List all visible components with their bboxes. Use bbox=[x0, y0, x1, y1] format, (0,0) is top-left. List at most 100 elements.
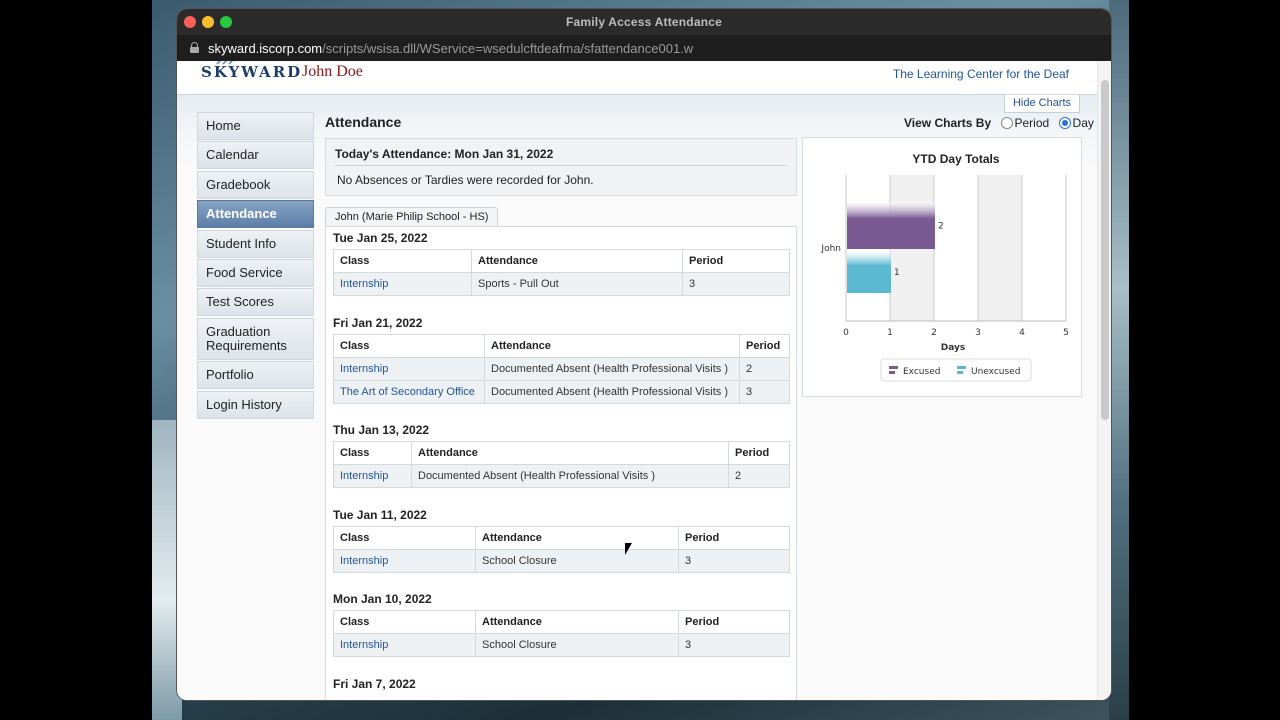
day-date: Tue Jan 25, 2022 bbox=[333, 231, 428, 245]
col-header-class: Class bbox=[333, 526, 476, 550]
view-charts-selector: View Charts By Period Day bbox=[904, 116, 1094, 130]
view-charts-label: View Charts By bbox=[904, 116, 992, 130]
sidebar-item-portfolio[interactable]: Portfolio bbox=[197, 361, 314, 390]
sidebar-item-home[interactable]: Home bbox=[197, 112, 314, 140]
ytd-day-totals-chart: YTD Day Totals 0 1 2 3 4 5 Days John 2 1 Excused Une… bbox=[820, 152, 1069, 382]
student-tab[interactable]: John (Marie Philip School - HS) bbox=[325, 207, 499, 227]
period-cell: 3 bbox=[678, 633, 790, 657]
sidebar-item-gradebook[interactable]: Gradebook bbox=[197, 170, 314, 199]
class-link[interactable]: Internship bbox=[333, 549, 476, 573]
day-date: Thu Jan 13, 2022 bbox=[333, 423, 430, 437]
day-radio-label[interactable]: Day bbox=[1072, 116, 1094, 130]
col-header-period: Period bbox=[678, 610, 790, 634]
chart-band bbox=[978, 175, 1022, 321]
attendance-records: Tue Jan 25, 2022 Class Attendance Period… bbox=[325, 226, 797, 700]
attendance-cell: Documented Absent (Health Professional V… bbox=[484, 380, 740, 404]
period-radio-label[interactable]: Period bbox=[1014, 116, 1050, 130]
chart-title: YTD Day Totals bbox=[912, 152, 999, 166]
period-cell: 3 bbox=[739, 380, 790, 404]
chart-legend-swatch bbox=[957, 366, 966, 369]
sidebar-item-attendance[interactable]: Attendance bbox=[197, 200, 314, 229]
address-bar[interactable]: skyward.iscorp.com/scripts/wsisa.dll/WSe… bbox=[177, 35, 1111, 61]
scrollbar-thumb[interactable] bbox=[1101, 80, 1109, 420]
chart-x-tick-label: 0 bbox=[843, 328, 849, 338]
todays-attendance-title: Today's Attendance: Mon Jan 31, 2022 bbox=[335, 147, 554, 161]
chart-x-tick-label: 2 bbox=[931, 328, 937, 338]
url-text[interactable]: skyward.iscorp.com/scripts/wsisa.dll/WSe… bbox=[208, 41, 694, 56]
col-header-class: Class bbox=[333, 610, 476, 634]
sidebar-nav: Home Calendar Gradebook Attendance Stude… bbox=[197, 112, 314, 420]
day-date: Mon Jan 10, 2022 bbox=[333, 592, 432, 606]
page-scrollbar[interactable] bbox=[1097, 61, 1111, 700]
class-link[interactable]: Internship bbox=[333, 633, 476, 657]
day-date: Fri Jan 21, 2022 bbox=[333, 316, 423, 330]
col-header-attendance: Attendance bbox=[471, 249, 683, 273]
attendance-table: Class Attendance Period Internship Schoo… bbox=[333, 526, 790, 573]
ytd-chart-panel: YTD Day Totals 0 1 2 3 4 5 Days John 2 1 Excused Une… bbox=[802, 137, 1082, 397]
day-radio[interactable] bbox=[1058, 117, 1071, 129]
chart-data-label: 1 bbox=[894, 268, 900, 278]
col-header-class: Class bbox=[333, 249, 472, 273]
class-link[interactable]: The Art of Secondary Office bbox=[333, 380, 485, 404]
page-viewport: SKYWARD John Doe The Learning Center for… bbox=[177, 61, 1111, 700]
attendance-table: Class Attendance Period Internship Sport… bbox=[333, 249, 790, 296]
browser-window: Family Access Attendance skyward.iscorp.… bbox=[177, 9, 1111, 700]
attendance-table: Class Attendance Period Internship Schoo… bbox=[333, 610, 790, 657]
chart-legend-label: Excused bbox=[903, 367, 940, 377]
chart-bar-excused bbox=[847, 202, 935, 249]
window-title: Family Access Attendance bbox=[566, 15, 722, 29]
class-link[interactable]: Internship bbox=[333, 464, 412, 488]
day-block: Tue Jan 25, 2022 Class Attendance Period… bbox=[333, 231, 790, 296]
attendance-cell: Documented Absent (Health Professional V… bbox=[484, 357, 740, 381]
chart-category-label: John bbox=[820, 244, 841, 254]
col-header-period: Period bbox=[728, 441, 790, 465]
sidebar-item-food-service[interactable]: Food Service bbox=[197, 258, 314, 287]
todays-attendance-message: No Absences or Tardies were recorded for… bbox=[337, 173, 594, 187]
chart-x-tick-label: 1 bbox=[887, 328, 893, 338]
col-header-period: Period bbox=[739, 334, 790, 358]
chart-x-tick-label: 4 bbox=[1019, 328, 1025, 338]
class-link[interactable]: Internship bbox=[333, 357, 485, 381]
page-header: SKYWARD John Doe The Learning Center for… bbox=[177, 61, 1097, 95]
attendance-table: Class Attendance Period Internship Docum… bbox=[333, 441, 790, 488]
col-header-class: Class bbox=[333, 441, 412, 465]
chart-x-axis-label: Days bbox=[941, 343, 966, 353]
chart-legend-swatch bbox=[889, 371, 895, 374]
todays-attendance-panel: Today's Attendance: Mon Jan 31, 2022 No … bbox=[325, 138, 797, 196]
class-link[interactable]: Internship bbox=[333, 272, 472, 296]
mouse-cursor bbox=[625, 543, 632, 555]
chart-legend-box bbox=[880, 358, 1032, 382]
day-block: Fri Jan 21, 2022 Class Attendance Period… bbox=[333, 316, 790, 404]
period-radio[interactable] bbox=[1000, 117, 1013, 129]
period-cell: 3 bbox=[682, 272, 790, 296]
table-row: Internship School Closure 3 bbox=[333, 549, 790, 573]
table-row: Internship School Closure 3 bbox=[333, 633, 790, 657]
user-name: John Doe bbox=[302, 63, 363, 80]
zoom-window-button[interactable] bbox=[220, 16, 232, 28]
col-header-attendance: Attendance bbox=[475, 610, 679, 634]
skyward-logo: SKYWARD bbox=[201, 63, 303, 81]
table-row: The Art of Secondary Office Documented A… bbox=[333, 380, 790, 404]
school-name-link[interactable]: The Learning Center for the Deaf bbox=[892, 67, 1069, 81]
chart-legend-label: Unexcused bbox=[971, 367, 1020, 377]
day-block: Thu Jan 13, 2022 Class Attendance Period… bbox=[333, 423, 790, 488]
day-block: Fri Jan 7, 2022 bbox=[333, 677, 790, 695]
close-window-button[interactable] bbox=[184, 16, 196, 28]
skyward-logo-mark-icon bbox=[216, 61, 234, 65]
divider bbox=[335, 165, 787, 166]
sidebar-item-student-info[interactable]: Student Info bbox=[197, 229, 314, 258]
attendance-table: Class Attendance Period Internship Docum… bbox=[333, 334, 790, 404]
sidebar-item-calendar[interactable]: Calendar bbox=[197, 141, 314, 170]
sidebar-item-test-scores[interactable]: Test Scores bbox=[197, 288, 314, 317]
table-row: Internship Documented Absent (Health Pro… bbox=[333, 464, 790, 488]
col-header-period: Period bbox=[678, 526, 790, 550]
chart-legend-swatch bbox=[889, 366, 898, 369]
col-header-class: Class bbox=[333, 334, 485, 358]
sidebar-item-graduation-requirements[interactable]: Graduation Requirements bbox=[197, 317, 314, 360]
hide-charts-tab[interactable]: Hide Charts bbox=[1004, 95, 1080, 113]
attendance-cell: School Closure bbox=[475, 549, 679, 573]
attendance-cell: Documented Absent (Health Professional V… bbox=[411, 464, 729, 488]
table-row: Internship Documented Absent (Health Pro… bbox=[333, 357, 790, 381]
minimize-window-button[interactable] bbox=[202, 16, 214, 28]
sidebar-item-login-history[interactable]: Login History bbox=[197, 390, 314, 419]
